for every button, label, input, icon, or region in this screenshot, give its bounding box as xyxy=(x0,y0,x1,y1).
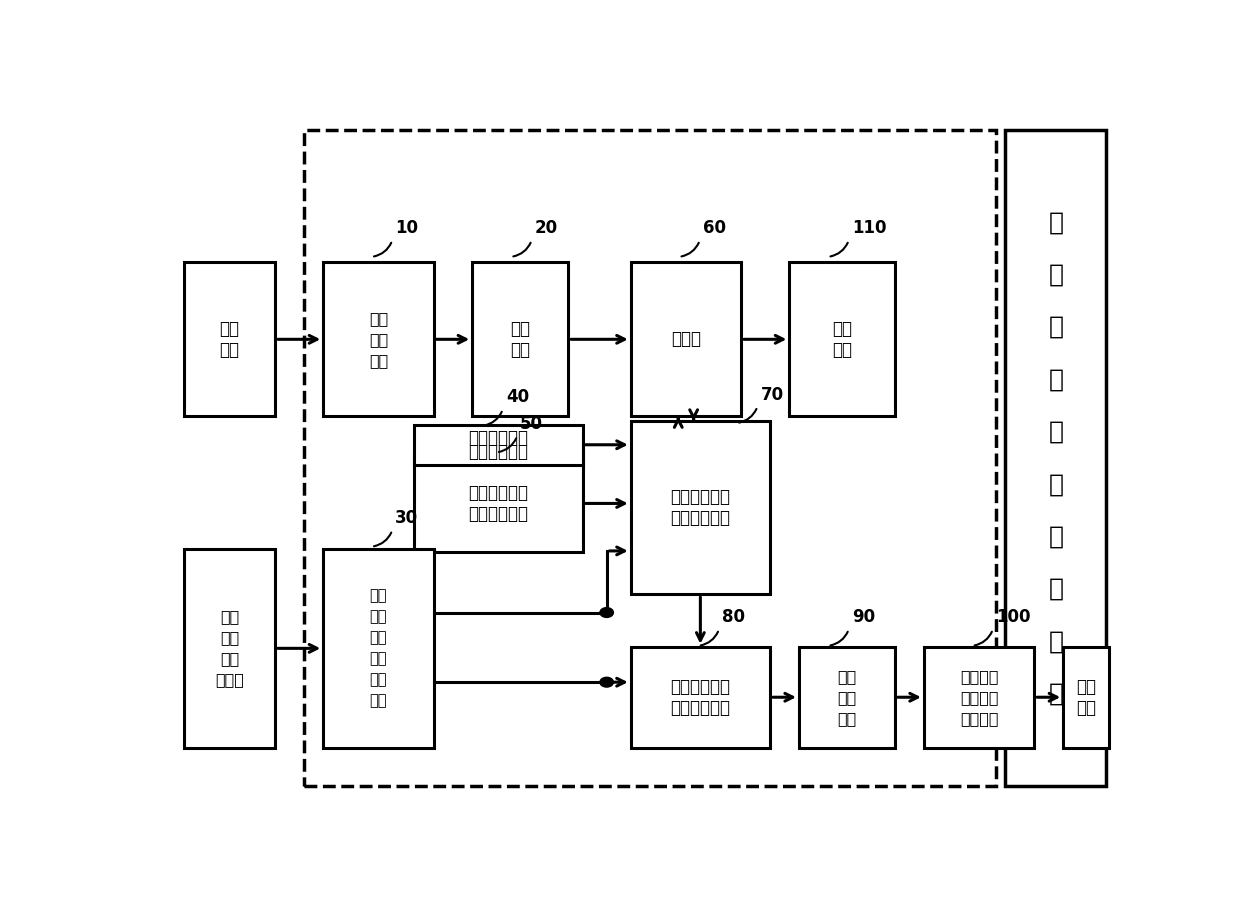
Circle shape xyxy=(600,678,614,688)
Text: 模块: 模块 xyxy=(832,341,852,359)
Text: 输出接口: 输出接口 xyxy=(960,711,998,726)
Bar xyxy=(799,647,895,748)
Text: 模式切换模块: 模式切换模块 xyxy=(671,698,730,717)
Text: 装: 装 xyxy=(1049,629,1064,653)
Text: 处理器: 处理器 xyxy=(671,330,701,348)
Bar xyxy=(414,454,583,552)
Text: 110: 110 xyxy=(852,219,887,238)
Text: 速: 速 xyxy=(1049,263,1064,287)
Text: 80: 80 xyxy=(722,609,745,627)
Text: 输入: 输入 xyxy=(368,332,388,346)
Text: 单元: 单元 xyxy=(1076,698,1096,717)
Bar xyxy=(472,262,568,416)
Text: 信号处理模块: 信号处理模块 xyxy=(671,509,730,527)
Text: 70: 70 xyxy=(760,385,784,404)
Text: 加速踏板: 加速踏板 xyxy=(960,668,998,684)
Text: 接口: 接口 xyxy=(370,693,387,708)
Text: 加速踏板位置: 加速踏板位置 xyxy=(469,429,528,447)
Text: 信: 信 xyxy=(1049,420,1064,444)
Text: 置: 置 xyxy=(1049,682,1064,706)
Bar xyxy=(324,262,434,416)
Text: 40: 40 xyxy=(506,388,529,406)
Bar xyxy=(184,262,275,416)
Text: 10: 10 xyxy=(396,219,418,238)
Text: 接口: 接口 xyxy=(368,353,388,367)
Text: 加速踏板位置: 加速踏板位置 xyxy=(469,484,528,502)
Text: 初始标定模块: 初始标定模块 xyxy=(469,505,528,523)
Text: 电源: 电源 xyxy=(368,311,388,326)
Text: 拟: 拟 xyxy=(1049,577,1064,601)
Text: 加: 加 xyxy=(1049,210,1064,234)
Text: 电源: 电源 xyxy=(510,320,531,337)
Bar xyxy=(631,421,770,594)
Text: 传感器: 传感器 xyxy=(215,672,244,688)
Text: 60: 60 xyxy=(703,219,725,238)
Text: 安全: 安全 xyxy=(837,668,857,684)
Text: 30: 30 xyxy=(396,509,418,527)
Bar xyxy=(304,130,996,786)
Text: 位置: 位置 xyxy=(370,630,387,646)
Text: 踏板: 踏板 xyxy=(370,610,387,624)
Text: 50: 50 xyxy=(521,414,543,433)
Bar xyxy=(789,262,895,416)
Text: 电控: 电控 xyxy=(1076,678,1096,696)
Text: 踏: 踏 xyxy=(1049,315,1064,339)
Text: 号: 号 xyxy=(1049,473,1064,496)
Text: 90: 90 xyxy=(852,609,875,627)
Bar xyxy=(924,647,1034,748)
Text: 位置: 位置 xyxy=(219,651,239,667)
Text: 外部: 外部 xyxy=(219,320,239,337)
Text: 加速踏板位置: 加速踏板位置 xyxy=(671,678,730,696)
Text: 保护: 保护 xyxy=(837,689,857,705)
Bar xyxy=(1006,130,1106,786)
Bar xyxy=(184,549,275,748)
Bar xyxy=(631,262,742,416)
Bar xyxy=(631,647,770,748)
Text: 加速: 加速 xyxy=(219,610,239,624)
Circle shape xyxy=(600,608,614,618)
Bar xyxy=(324,549,434,748)
Text: 输入: 输入 xyxy=(370,672,387,688)
Text: 模拟设定模块: 模拟设定模块 xyxy=(469,443,528,461)
Text: 电源: 电源 xyxy=(219,341,239,359)
Text: 板: 板 xyxy=(1049,367,1064,392)
Text: 加速: 加速 xyxy=(370,589,387,603)
Text: 加速踏板位置: 加速踏板位置 xyxy=(671,488,730,506)
Text: 踏板: 踏板 xyxy=(219,630,239,646)
Text: 20: 20 xyxy=(534,219,558,238)
Text: 位置信号: 位置信号 xyxy=(960,689,998,705)
Text: 100: 100 xyxy=(996,609,1030,627)
Text: 显示: 显示 xyxy=(832,320,852,337)
Bar xyxy=(1063,647,1110,748)
Bar xyxy=(414,424,583,465)
Text: 模: 模 xyxy=(1049,524,1064,549)
Text: 信号: 信号 xyxy=(370,651,387,667)
Text: 模块: 模块 xyxy=(510,341,531,359)
Text: 模块: 模块 xyxy=(837,711,857,726)
